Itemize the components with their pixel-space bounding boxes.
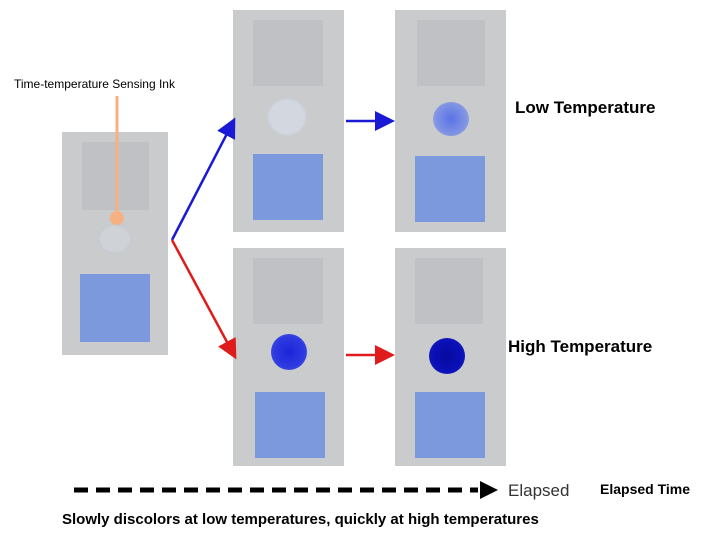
callout-label: Time-temperature Sensing Ink <box>14 77 175 91</box>
high-branch-arrow <box>170 239 237 360</box>
low-temp-card-early <box>233 10 344 232</box>
indicator-window <box>253 258 323 324</box>
elapsed-time-label: Elapsed Time <box>600 481 691 497</box>
indicator-window <box>417 20 485 86</box>
timeline-arrow-text: Elapsed <box>508 481 570 500</box>
reference-blue-square <box>253 154 323 220</box>
reference-blue-square <box>415 392 485 458</box>
indicator-window <box>415 258 483 324</box>
high-temperature-label: High Temperature <box>508 337 653 356</box>
low-temperature-label: Low Temperature <box>515 98 656 117</box>
ink-spot-high-early <box>271 334 307 370</box>
caption: Slowly discolors at low temperatures, qu… <box>62 511 539 528</box>
callout-dot <box>110 211 124 225</box>
timeline-arrowhead <box>480 481 498 499</box>
high-temp-card-later <box>395 248 506 466</box>
ink-spot-initial <box>98 224 132 254</box>
reference-blue-square <box>255 392 325 458</box>
indicator-window <box>253 20 323 86</box>
low-temp-card-later <box>395 10 506 232</box>
ink-spot-high-later <box>429 338 465 374</box>
reference-blue-square <box>80 274 150 342</box>
high-temp-card-early <box>233 248 344 466</box>
ink-spot-low-later <box>433 102 469 136</box>
reference-blue-square <box>415 156 485 222</box>
ink-spot-low-early <box>267 98 307 136</box>
low-branch-arrow <box>170 117 236 241</box>
